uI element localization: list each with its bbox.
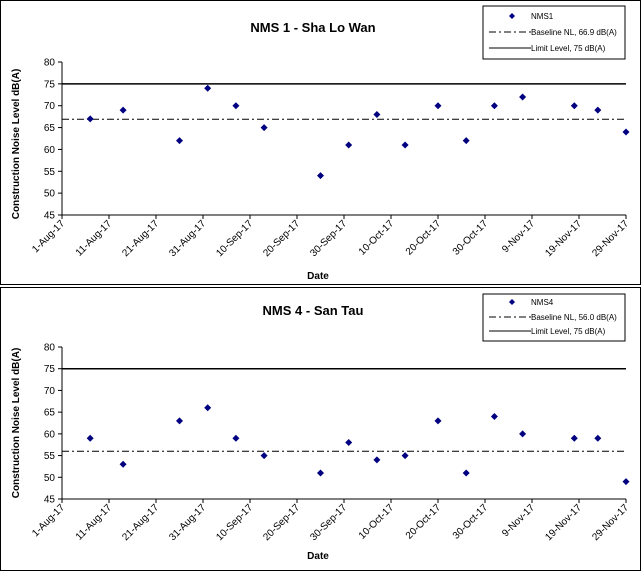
data-point (373, 456, 381, 464)
data-point (204, 84, 212, 92)
data-point (119, 460, 127, 468)
y-axis-title: Construction Noise Level dB(A) (11, 69, 22, 220)
data-point (86, 115, 94, 123)
data-point (434, 102, 442, 110)
x-tick-label: 30-Oct-17 (451, 218, 491, 258)
data-point (622, 478, 630, 486)
legend-marker-nms4 (509, 299, 515, 305)
chart-nms1: NMS 1 - Sha Lo Wan 45 50 55 60 65 70 75 80 1-Aug… (11, 5, 631, 282)
y-tick-label: 60 (44, 145, 56, 156)
legend: NMS1 Baseline NL, 66.9 dB(A) Limit Level… (482, 5, 626, 60)
legend-label-limit: Limit Level, 75 dB(A) (531, 327, 606, 336)
y-tick-label: 80 (44, 58, 56, 69)
y-tick-label: 55 (44, 451, 56, 462)
data-point (345, 439, 353, 447)
x-axis-title: Date (307, 271, 329, 282)
data-point (490, 102, 498, 110)
data-point (260, 124, 268, 132)
x-tick-label: 31-Aug-17 (167, 218, 208, 259)
x-tick-label: 30-Oct-17 (451, 502, 491, 542)
y-tick-label: 65 (44, 123, 56, 134)
x-axis-title: Date (307, 551, 329, 562)
data-point (570, 102, 578, 110)
x-tick-label: 21-Aug-17 (120, 502, 161, 543)
chart-panel-nms4: NMS 4 - San Tau 45 50 55 60 65 70 75 80 1-Aug-17… (0, 287, 641, 571)
data-point (401, 452, 409, 460)
x-tick-label: 20-Oct-17 (404, 502, 444, 542)
x-tick-label: 9-Nov-17 (500, 218, 537, 255)
data-point (519, 93, 527, 101)
data-point (570, 434, 578, 442)
data-point (594, 434, 602, 442)
data-point (519, 430, 527, 438)
data-point (232, 102, 240, 110)
data-point (462, 137, 470, 145)
x-tick-label: 10-Sep-17 (214, 218, 255, 259)
legend-marker-nms1 (509, 13, 515, 19)
y-tick-label: 65 (44, 408, 56, 419)
y-tick-label: 80 (44, 343, 56, 354)
data-point (260, 452, 268, 460)
x-tick-label: 19-Nov-17 (543, 218, 584, 259)
x-tick-label: 11-Aug-17 (74, 502, 115, 543)
x-tick-label: 19-Nov-17 (543, 502, 584, 543)
x-tick-label: 11-Aug-17 (74, 218, 115, 259)
legend: NMS4 Baseline NL, 56.0 dB(A) Limit Level… (482, 293, 626, 342)
legend-label-baseline: Baseline NL, 66.9 dB(A) (531, 28, 617, 37)
legend-label-series: NMS4 (531, 298, 554, 307)
x-tick-label: 10-Oct-17 (357, 218, 397, 258)
x-tick-label: 1-Aug-17 (30, 218, 67, 255)
x-tick-label: 30-Sep-17 (308, 218, 349, 259)
y-tick-label: 75 (44, 364, 56, 375)
x-tick-label: 29-Nov-17 (590, 218, 631, 259)
data-point (401, 141, 409, 149)
y-tick-label: 45 (44, 495, 56, 506)
x-tick-label: 29-Nov-17 (590, 502, 631, 543)
chart-title: NMS 1 - Sha Lo Wan (250, 20, 375, 35)
data-point (594, 106, 602, 114)
x-tick-label: 20-Sep-17 (261, 502, 302, 543)
data-point (176, 137, 183, 145)
x-tick-label: 30-Sep-17 (308, 502, 349, 543)
data-point (373, 110, 381, 118)
chart-nms4: NMS 4 - San Tau 45 50 55 60 65 70 75 80 1-Aug-17… (11, 293, 631, 562)
x-tick-label: 10-Oct-17 (357, 502, 397, 542)
y-tick-label: 60 (44, 429, 56, 440)
data-point (119, 106, 127, 114)
y-tick-label: 75 (44, 79, 56, 90)
x-tick-label: 21-Aug-17 (120, 218, 161, 259)
data-point (317, 172, 324, 180)
y-tick-label: 70 (44, 101, 56, 112)
data-point (490, 412, 498, 420)
data-point (462, 469, 470, 477)
y-tick-label: 50 (44, 189, 56, 200)
plot-area: 45 50 55 60 65 70 75 80 1-Aug-17 11-Aug-17 21-Aug-… (30, 343, 631, 544)
data-point (86, 434, 94, 442)
chart-title: NMS 4 - San Tau (263, 303, 364, 318)
x-tick-label: 31-Aug-17 (167, 502, 208, 543)
plot-area: 45 50 55 60 65 70 75 80 1-Aug-17 11-Aug-17 21-Aug-… (30, 58, 631, 260)
legend-label-limit: Limit Level, 75 dB(A) (531, 44, 606, 53)
x-tick-label: 20-Oct-17 (404, 218, 444, 258)
x-tick-label: 10-Sep-17 (214, 502, 255, 543)
legend-label-series: NMS1 (531, 12, 554, 21)
chart-panel-nms1: NMS 1 - Sha Lo Wan 45 50 55 60 65 70 75 80 1-Aug… (0, 0, 641, 285)
data-point (434, 417, 442, 425)
x-tick-label: 1-Aug-17 (30, 502, 67, 539)
x-tick-label: 20-Sep-17 (261, 218, 302, 259)
data-point (317, 469, 324, 477)
y-axis-title: Construction Noise Level dB(A) (11, 348, 22, 499)
data-point (204, 404, 212, 412)
y-tick-label: 45 (44, 211, 56, 222)
data-point (622, 128, 630, 136)
data-point (176, 417, 183, 425)
legend-label-baseline: Baseline NL, 56.0 dB(A) (531, 313, 617, 322)
y-tick-label: 70 (44, 386, 56, 397)
x-tick-label: 9-Nov-17 (500, 502, 537, 539)
y-tick-label: 55 (44, 167, 56, 178)
y-tick-label: 50 (44, 473, 56, 484)
data-point (232, 434, 240, 442)
data-point (345, 141, 353, 149)
